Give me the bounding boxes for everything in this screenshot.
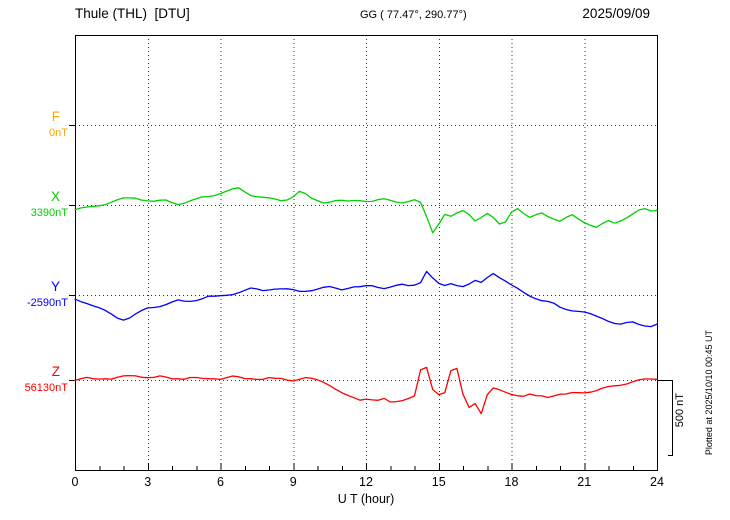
trace-x (74, 187, 658, 234)
page-title: Thule (THL) [DTU] (75, 6, 190, 21)
component-label-z: Z (51, 364, 60, 379)
x-tick-label: 18 (505, 475, 519, 489)
x-tick-label: 0 (72, 475, 79, 489)
x-tick-label: 24 (650, 475, 664, 489)
x-tick-label: 9 (290, 475, 297, 489)
x-tick-label: 6 (217, 475, 224, 489)
x-tick-label: 12 (359, 475, 373, 489)
plotted-at-label: Plotted at 2025/10/10 00:45 UT (704, 330, 714, 456)
x-tick-label: 15 (432, 475, 446, 489)
component-label-y: Y (50, 279, 60, 294)
component-label-f: F (51, 109, 60, 124)
scale-bar-label: 500 nT (674, 393, 686, 428)
trace-z (74, 366, 658, 415)
x-tick-label: 21 (577, 475, 591, 489)
component-baseline-y: -2590nT (27, 297, 68, 309)
component-baseline-f: 0nT (49, 127, 68, 139)
station-coordinates: GG ( 77.47°, 290.77°) (360, 9, 467, 21)
x-tick-label: 3 (144, 475, 151, 489)
component-baseline-z: 56130nT (24, 382, 68, 394)
x-axis-label: U T (hour) (337, 492, 395, 506)
plot-frame (75, 35, 658, 471)
component-baseline-x: 3390nT (30, 207, 68, 219)
trace-y (74, 270, 658, 328)
date-label: 2025/09/09 (582, 6, 650, 21)
component-label-x: X (50, 189, 60, 204)
